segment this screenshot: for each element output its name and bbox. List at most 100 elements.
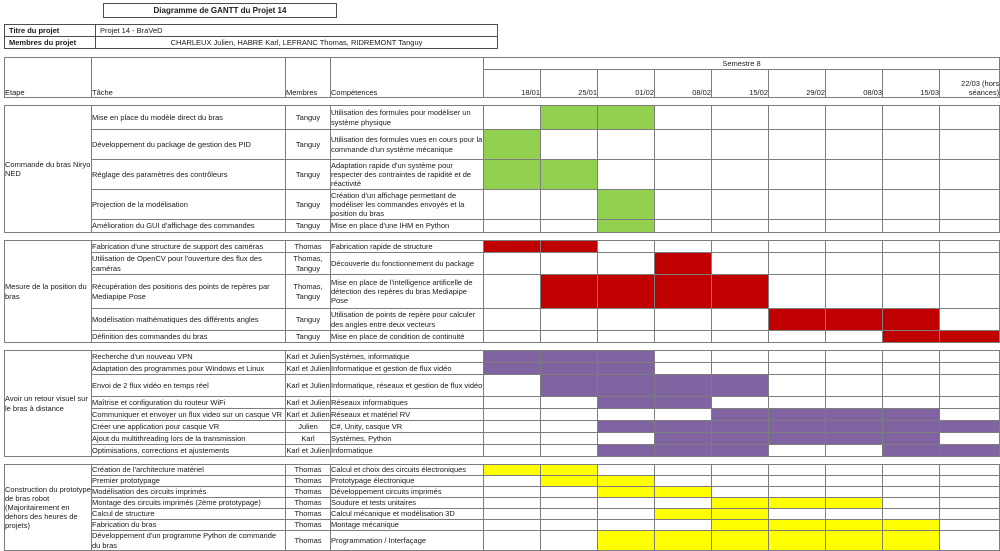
gantt-bar-cell — [597, 219, 655, 233]
week-cell — [540, 420, 598, 433]
gantt-bar-cell — [654, 444, 712, 457]
week-cell — [711, 362, 769, 375]
week-cell — [882, 475, 940, 487]
gantt-table: Etape Tâche Membres Compétences Semestre 8 18… — [4, 57, 1000, 551]
gantt-bar-cell — [825, 420, 883, 433]
task-row: Récupération des positions des points de… — [5, 274, 1000, 309]
gantt-bar-cell — [654, 420, 712, 433]
gantt-bar-cell — [711, 444, 769, 457]
week-cell — [540, 252, 598, 275]
gantt-bar-cell — [882, 408, 940, 421]
task-row: Maîtrise et configuration du routeur WiF… — [5, 396, 1000, 409]
task-members-cell: Karl et Julien — [285, 408, 331, 421]
week-cell — [882, 189, 940, 220]
week-cell — [711, 159, 769, 190]
etape-cell-1: Commande du bras Niryo NED — [4, 105, 92, 233]
header-competences: Compétences — [330, 57, 484, 98]
task-competences-cell: Calcul et choix des circuits électroniqu… — [330, 464, 484, 476]
etape-cell-4: Construction du prototype de bras robot … — [4, 464, 92, 551]
week-cell — [654, 240, 712, 253]
week-cell — [939, 508, 1000, 520]
task-row: Avoir un retour visuel sur le bras à dis… — [4, 350, 1000, 457]
week-cell — [768, 350, 826, 363]
gantt-bar-cell — [483, 350, 541, 363]
task-row: Développement du package de gestion des … — [5, 129, 1000, 160]
task-competences-cell: Adaptation rapide d'un système pour resp… — [330, 159, 484, 190]
week-cell — [711, 240, 769, 253]
gantt-bar-cell — [483, 240, 541, 253]
week-cell — [483, 408, 541, 421]
task-name-cell: Maîtrise et configuration du routeur WiF… — [91, 396, 286, 409]
project-members-label: Membres du projet — [4, 36, 96, 49]
gantt-bar-cell — [654, 274, 712, 309]
week-cell — [540, 189, 598, 220]
week-cell — [825, 508, 883, 520]
week-cell — [768, 105, 826, 130]
task-name-cell: Récupération des positions des points de… — [91, 274, 286, 309]
header-date-7: 08/03 — [825, 69, 883, 98]
gantt-bar-cell — [540, 374, 598, 397]
task-members-cell: Tanguy — [285, 189, 331, 220]
week-cell — [939, 240, 1000, 253]
week-cell — [540, 408, 598, 421]
task-competences-cell: Calcul mécanique et modélisation 3D — [330, 508, 484, 520]
week-cell — [483, 219, 541, 233]
week-cell — [825, 362, 883, 375]
task-name-cell: Ajout du multithreading lors de la trans… — [91, 432, 286, 445]
week-cell — [768, 362, 826, 375]
week-cell — [654, 129, 712, 160]
gantt-bar-cell — [654, 374, 712, 397]
week-cell — [540, 219, 598, 233]
week-cell — [483, 274, 541, 309]
task-competences-cell: Utilisation des formules vues en cours p… — [330, 129, 484, 160]
task-competences-cell: Mise en place d'une IHM en Python — [330, 219, 484, 233]
task-row: Créer une application pour casque VR Juli… — [5, 420, 1000, 433]
task-members-cell: Thomas — [285, 464, 331, 476]
task-members-cell: Karl et Julien — [285, 350, 331, 363]
gantt-bar-cell — [654, 486, 712, 498]
task-name-cell: Utilisation de OpenCV pour l'ouverture d… — [91, 252, 286, 275]
task-competences-cell: Réseaux et matériel RV — [330, 408, 484, 421]
week-cell — [882, 240, 940, 253]
task-members-cell: Thomas — [285, 486, 331, 498]
week-cell — [939, 486, 1000, 498]
task-row: Premier prototypage Thomas Prototypage éle… — [5, 475, 1000, 487]
week-cell — [540, 519, 598, 531]
section-gap — [4, 343, 1000, 350]
task-row: Adaptation des programmes pour Windows e… — [5, 362, 1000, 375]
header-date-2: 25/01 — [540, 69, 598, 98]
gantt-bar-cell — [882, 308, 940, 331]
task-row: Modélisation mathématiques des différent… — [5, 308, 1000, 331]
week-cell — [540, 432, 598, 445]
week-cell — [939, 159, 1000, 190]
task-row: Communiquer et envoyer un flux video sur… — [5, 408, 1000, 421]
task-name-cell: Création de l'architecture matériel — [91, 464, 286, 476]
week-cell — [483, 497, 541, 509]
gantt-bar-cell — [483, 464, 541, 476]
section-table-yellow: Construction du prototype de bras robot … — [4, 464, 1000, 551]
gantt-bar-cell — [939, 330, 1000, 343]
week-cell — [483, 252, 541, 275]
week-cell — [882, 497, 940, 509]
week-cell — [483, 420, 541, 433]
task-row: Modélisation des circuits imprimés Thomas… — [5, 486, 1000, 498]
task-members-cell: Karl et Julien — [285, 362, 331, 375]
gantt-bar-cell — [825, 497, 883, 509]
week-cell — [825, 330, 883, 343]
week-cell — [768, 274, 826, 309]
week-cell — [597, 159, 655, 190]
task-competences-cell: Informatique et gestion de flux vidéo — [330, 362, 484, 375]
gantt-bar-cell — [825, 308, 883, 331]
week-cell — [882, 486, 940, 498]
week-cell — [711, 464, 769, 476]
week-cell — [711, 219, 769, 233]
week-cell — [483, 519, 541, 531]
week-cell — [825, 219, 883, 233]
task-name-cell: Réglage des paramètres des contrôleurs — [91, 159, 286, 190]
week-cell — [711, 189, 769, 220]
gantt-bar-cell — [768, 519, 826, 531]
gantt-bar-cell — [768, 497, 826, 509]
header-row-semestre: Etape Tâche Membres Compétences Semestre 8 — [4, 57, 1000, 98]
section-gap — [4, 457, 1000, 464]
